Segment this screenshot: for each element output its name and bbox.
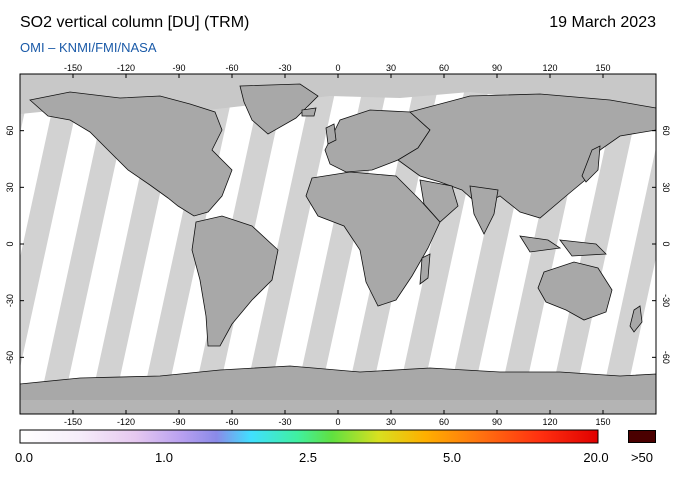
- lon-tick-label-bottom: -150: [64, 417, 82, 427]
- north-america: [29, 91, 233, 217]
- lon-tick-label-bottom: -90: [172, 417, 185, 427]
- iceland: [301, 107, 317, 117]
- orbit-gap-band: [20, 74, 84, 369]
- lon-tick-label-bottom: -30: [278, 417, 291, 427]
- south-america: [191, 215, 279, 347]
- lon-tick-label-top: 120: [542, 63, 557, 73]
- colorbar-tick-label: 1.0: [154, 450, 174, 465]
- colorbar-overflow-swatch: [628, 430, 656, 443]
- colorbar-tick-label: 20.0: [583, 450, 609, 465]
- lon-tick-label-bottom: -60: [225, 417, 238, 427]
- lat-tick-label-left: 30: [5, 182, 15, 192]
- lat-tick-label-left: 0: [5, 241, 15, 246]
- madagascar: [419, 253, 431, 285]
- orbit-gap-band: [598, 147, 656, 414]
- africa: [305, 171, 441, 307]
- lat-tick-label-right: 0: [661, 241, 671, 246]
- data-source: OMI – KNMI/FMI/NASA: [20, 40, 157, 55]
- lon-tick-label-top: 60: [439, 63, 449, 73]
- india: [469, 185, 499, 235]
- lon-tick-label-bottom: 120: [542, 417, 557, 427]
- new-zealand: [629, 305, 643, 333]
- lon-tick-label-top: -120: [117, 63, 135, 73]
- lon-tick-label-top: 150: [595, 63, 610, 73]
- lon-tick-label-top: -30: [278, 63, 291, 73]
- lon-tick-label-top: 0: [335, 63, 340, 73]
- orbit-gap-band: [37, 74, 135, 414]
- colorbar-overflow-label: >50: [630, 450, 654, 465]
- lat-tick-label-left: -60: [5, 351, 15, 364]
- lon-tick-label-top: -60: [225, 63, 238, 73]
- lon-tick-label-bottom: 60: [439, 417, 449, 427]
- lat-tick-label-right: 60: [661, 126, 671, 136]
- lon-tick-label-bottom: 0: [335, 417, 340, 427]
- indonesia: [519, 235, 607, 257]
- lat-tick-label-right: -60: [661, 351, 671, 364]
- british-isles: [325, 123, 337, 145]
- lon-tick-label-top: 90: [492, 63, 502, 73]
- greenland: [239, 83, 319, 135]
- colorbar: [19, 429, 599, 444]
- map-title: SO2 vertical column [DU] (TRM): [20, 14, 250, 31]
- colorbar-tick-label: 2.5: [298, 450, 318, 465]
- lon-tick-label-bottom: 90: [492, 417, 502, 427]
- colorbar-tick-label: 0.0: [14, 450, 34, 465]
- japan: [581, 145, 601, 183]
- map-date: 19 March 2023: [549, 14, 656, 31]
- map-ticks: -150 -150 -120 -120 -90 -90 -60 -60 -30 -30 0 0 30 30…: [5, 63, 671, 427]
- lon-tick-label-bottom: 30: [386, 417, 396, 427]
- colorbar-tick-label: 5.0: [442, 450, 462, 465]
- lon-tick-label-bottom: -120: [117, 417, 135, 427]
- arabian-peninsula: [419, 179, 459, 223]
- lat-tick-label-left: -30: [5, 294, 15, 307]
- lon-tick-label-bottom: 150: [595, 417, 610, 427]
- orbit-gap-band: [241, 74, 339, 414]
- lon-tick-label-top: -90: [172, 63, 185, 73]
- australia: [537, 261, 613, 321]
- lon-tick-label-top: 30: [386, 63, 396, 73]
- lat-tick-label-right: -30: [661, 294, 671, 307]
- lat-tick-label-right: 30: [661, 182, 671, 192]
- lon-tick-label-top: -150: [64, 63, 82, 73]
- asia: [397, 93, 656, 219]
- lat-tick-label-left: 60: [5, 126, 15, 136]
